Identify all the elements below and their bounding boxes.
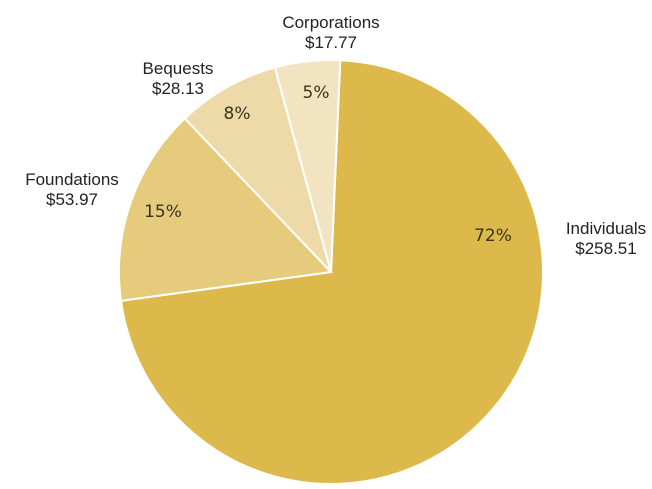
percent-label-bequests: 8%: [224, 104, 251, 124]
pie-slices: [118, 59, 544, 485]
percent-label-corporations: 5%: [303, 83, 330, 103]
value-label-individuals: $258.51: [575, 239, 636, 258]
category-label-foundations: Foundations: [25, 170, 119, 189]
pie-slice-foundations: [118, 117, 334, 302]
value-label-bequests: $28.13: [152, 79, 204, 98]
pie-labels: 72% Individuals$258.51 15% Foundations$53.9…: [25, 13, 646, 258]
pie-slice-bequests: [183, 66, 332, 273]
pie-slice-corporations: [273, 59, 342, 273]
value-label-foundations: $53.97: [46, 190, 98, 209]
category-label-corporations: Corporations: [282, 13, 379, 32]
percent-label-foundations: 15%: [144, 202, 182, 222]
value-label-corporations: $17.77: [305, 33, 357, 52]
percent-label-individuals: 72%: [474, 226, 512, 246]
category-label-bequests: Bequests: [143, 59, 214, 78]
category-label-individuals: Individuals: [566, 219, 646, 238]
